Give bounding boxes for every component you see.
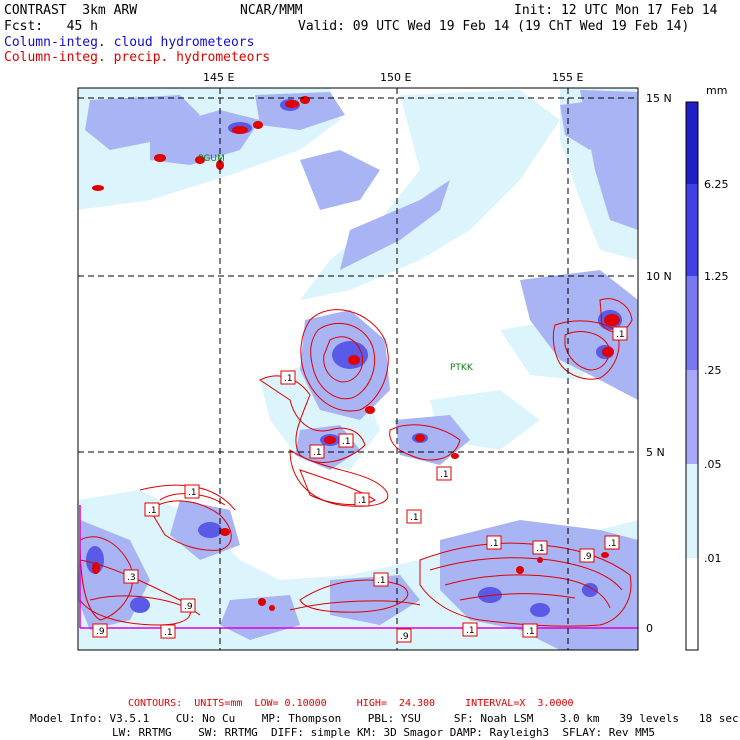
contour-label-text: .1: [313, 448, 322, 458]
contour-label-text: .1: [608, 539, 617, 549]
contour-label-text: .9: [583, 552, 592, 562]
contour-label: .9: [579, 548, 595, 563]
contour-label-text: .1: [358, 496, 367, 506]
map-fields: [78, 88, 638, 650]
model-info-line2: LW: RRTMG SW: RRTMG DIFF: simple KM: 3D …: [112, 726, 656, 739]
contour-label: .1: [462, 622, 478, 637]
lon-label: 145 E: [203, 71, 234, 84]
lat-label: 0: [646, 622, 653, 635]
contour-label-text: .9: [400, 632, 409, 642]
contour-label-text: .1: [284, 374, 293, 384]
center-label: NCAR/MMM: [240, 3, 303, 18]
colorbar-level: .05: [704, 458, 722, 471]
lon-label: 150 E: [380, 71, 411, 84]
precip-cores: [92, 96, 620, 611]
lon-label: 155 E: [552, 71, 583, 84]
contour-label: .1: [144, 502, 160, 517]
contour-info: CONTOURS: UNITS=mm LOW= 0.10000 HIGH= 24…: [128, 698, 574, 709]
colorbar-level: .01: [704, 552, 722, 565]
lat-label: 5 N: [646, 446, 665, 459]
map-frame: [77, 87, 639, 651]
contour-label-text: .1: [490, 539, 499, 549]
contour-label-text: .1: [616, 330, 625, 340]
contour-label: .9: [396, 628, 412, 643]
contour-label-text: .1: [526, 627, 535, 637]
contour-label: .1: [532, 540, 548, 555]
station-ptkk: PTKK: [450, 363, 474, 373]
contour-label-text: .1: [164, 628, 173, 638]
contour-label: .1: [309, 444, 325, 459]
colorbar-level: .25: [704, 364, 722, 377]
contour-label: .1: [486, 535, 502, 550]
contour-label: .1: [160, 624, 176, 639]
contour-label-text: .1: [188, 488, 197, 498]
contour-label-text: .9: [184, 602, 193, 612]
lat-label: 15 N: [646, 92, 672, 105]
chart-title: CONTRAST 3km ARW: [4, 3, 138, 18]
contour-label-text: .1: [466, 626, 475, 636]
contour-labels: .1 .1 .1 .1 .1 .1 .1 .1 .1 .1 .1 .3 .9 .9 .1 .9 .1 .1 .9 .1…: [92, 326, 628, 643]
contour-label-text: .1: [536, 544, 545, 554]
init-time: Init: 12 UTC Mon 17 Feb 14: [514, 3, 718, 18]
legend-cloud: Column-integ. cloud hydrometeors: [4, 35, 255, 50]
contour-label: .1: [522, 623, 538, 638]
contour-label: .3: [123, 569, 139, 584]
station-pgum: PGUM: [198, 154, 225, 164]
contour-label-text: .3: [127, 573, 136, 583]
valid-time: Valid: 09 UTC Wed 19 Feb 14 (19 ChT Wed …: [298, 19, 690, 34]
lat-label: 10 N: [646, 270, 672, 283]
contour-label: .9: [92, 623, 108, 638]
contour-label-text: .1: [342, 437, 351, 447]
contour-label: .1: [354, 492, 370, 507]
contour-label: .1: [338, 433, 354, 448]
contour-label: .1: [436, 466, 452, 481]
contour-label: .1: [184, 484, 200, 499]
contour-label-text: .1: [410, 513, 419, 523]
colorbar-unit: mm: [706, 84, 727, 97]
colorbar-level: 6.25: [704, 178, 729, 191]
contour-label: .1: [280, 370, 296, 385]
model-info-line1: Model Info: V3.5.1 CU: No Cu MP: Thompso…: [30, 712, 739, 725]
contour-label-text: .9: [96, 627, 105, 637]
legend-precip: Column-integ. precip. hydrometeors: [4, 50, 271, 65]
contour-label-text: .1: [440, 470, 449, 480]
contour-label: .1: [373, 572, 389, 587]
contour-label: .1: [612, 326, 628, 341]
colorbar: mm 6.25 1.25 .25 .05 .01: [685, 84, 729, 651]
contour-label: .9: [180, 598, 196, 613]
contour-label-text: .1: [148, 506, 157, 516]
precip-contours: [79, 298, 633, 627]
colorbar-level: 1.25: [704, 270, 729, 283]
forecast-hour: Fcst: 45 h: [4, 19, 98, 34]
contour-label: .1: [406, 509, 422, 524]
contour-label: .1: [604, 535, 620, 550]
contour-label-text: .1: [377, 576, 386, 586]
lat-lon-grid: [78, 88, 638, 650]
